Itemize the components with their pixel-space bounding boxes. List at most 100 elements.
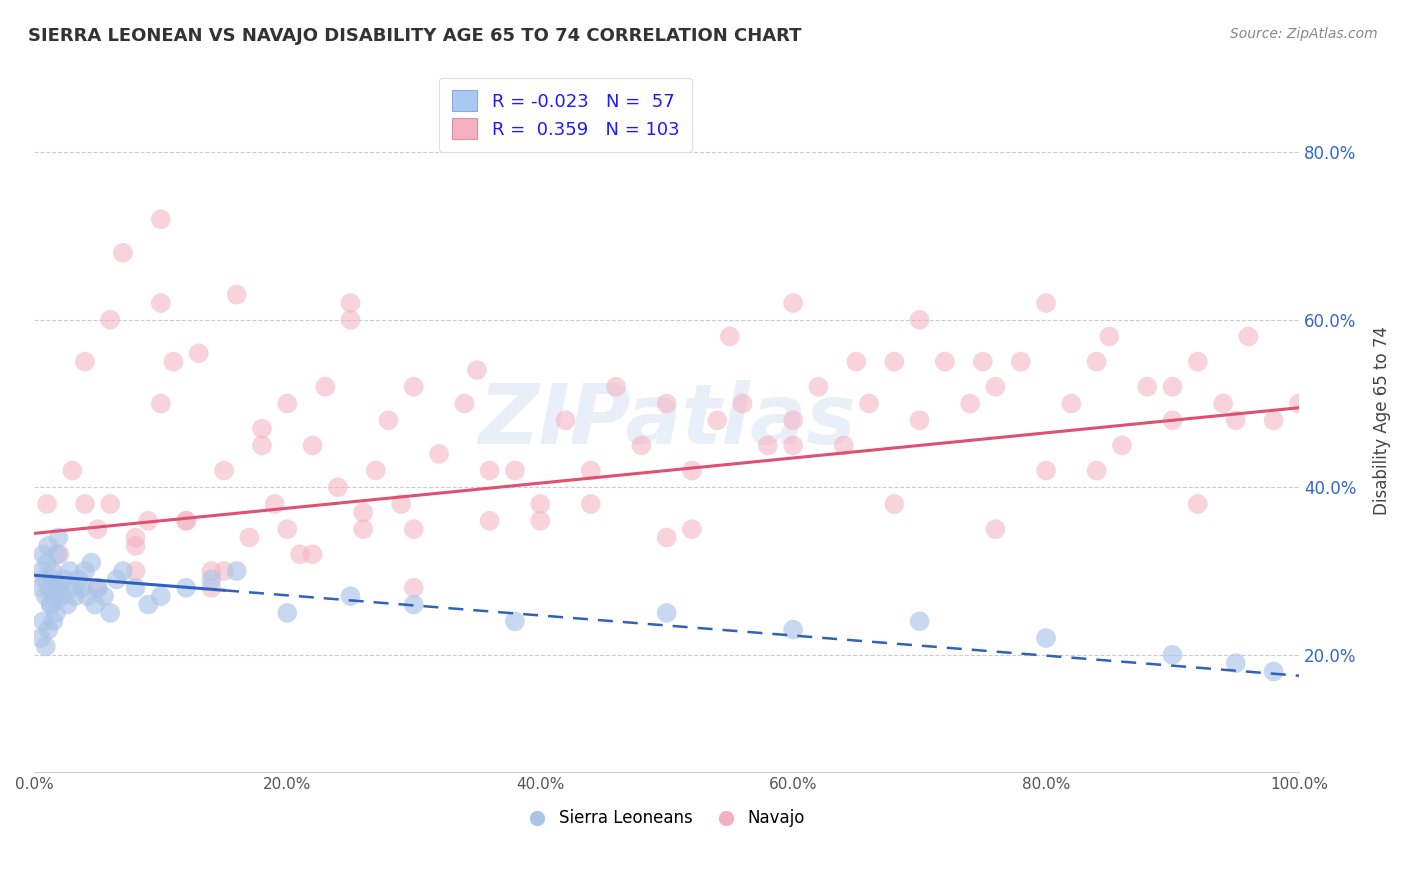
Point [1035,631,1057,645]
Point [63,589,86,603]
Point [276,522,298,536]
Point [225,564,247,578]
Point [174,514,197,528]
Point [1161,380,1184,394]
Y-axis label: Disability Age 65 to 74: Disability Age 65 to 74 [1374,326,1391,515]
Point [934,354,956,368]
Point [402,522,425,536]
Point [93,589,115,603]
Point [1085,464,1108,478]
Point [1237,329,1260,343]
Point [44,589,66,603]
Point [605,380,627,394]
Point [187,346,209,360]
Point [1098,329,1121,343]
Point [1161,413,1184,427]
Point [35,497,58,511]
Point [984,380,1007,394]
Point [339,312,361,326]
Point [149,396,172,410]
Point [1225,413,1247,427]
Point [959,396,981,410]
Point [1263,665,1285,679]
Point [60,464,83,478]
Point [35,589,58,603]
Point [124,531,146,545]
Point [35,556,58,570]
Point [42,573,65,587]
Point [1212,396,1234,410]
Point [1288,396,1310,410]
Point [314,380,336,394]
Point [124,539,146,553]
Point [41,564,63,578]
Point [427,447,450,461]
Point [782,623,804,637]
Point [149,589,172,603]
Point [48,547,70,561]
Point [212,464,235,478]
Point [1060,396,1083,410]
Point [238,531,260,545]
Point [478,464,501,478]
Point [80,556,103,570]
Point [31,564,53,578]
Point [111,564,134,578]
Point [782,296,804,310]
Point [1263,413,1285,427]
Point [579,464,602,478]
Point [30,631,52,645]
Point [73,564,96,578]
Point [42,615,65,629]
Point [1187,497,1209,511]
Point [352,505,374,519]
Point [1035,464,1057,478]
Point [908,312,931,326]
Point [200,564,222,578]
Point [84,598,107,612]
Point [39,598,62,612]
Point [250,438,273,452]
Legend: Sierra Leoneans, Navajo: Sierra Leoneans, Navajo [522,803,811,834]
Point [832,438,855,452]
Point [111,245,134,260]
Point [35,640,58,654]
Point [38,581,60,595]
Point [60,581,83,595]
Point [529,514,551,528]
Point [98,606,121,620]
Point [706,413,728,427]
Point [32,615,55,629]
Point [86,581,108,595]
Point [326,480,349,494]
Point [48,589,70,603]
Point [37,623,59,637]
Point [756,438,779,452]
Point [73,497,96,511]
Point [630,438,652,452]
Point [124,581,146,595]
Point [1136,380,1159,394]
Point [908,413,931,427]
Point [86,581,108,595]
Point [858,396,880,410]
Point [56,598,79,612]
Point [908,615,931,629]
Point [402,581,425,595]
Point [73,354,96,368]
Point [339,589,361,603]
Point [503,464,526,478]
Point [718,329,741,343]
Point [503,615,526,629]
Point [30,581,52,595]
Point [86,522,108,536]
Point [655,531,678,545]
Point [174,581,197,595]
Point [1187,354,1209,368]
Point [1085,354,1108,368]
Point [250,422,273,436]
Point [136,598,159,612]
Point [37,539,59,553]
Point [301,438,323,452]
Point [377,413,399,427]
